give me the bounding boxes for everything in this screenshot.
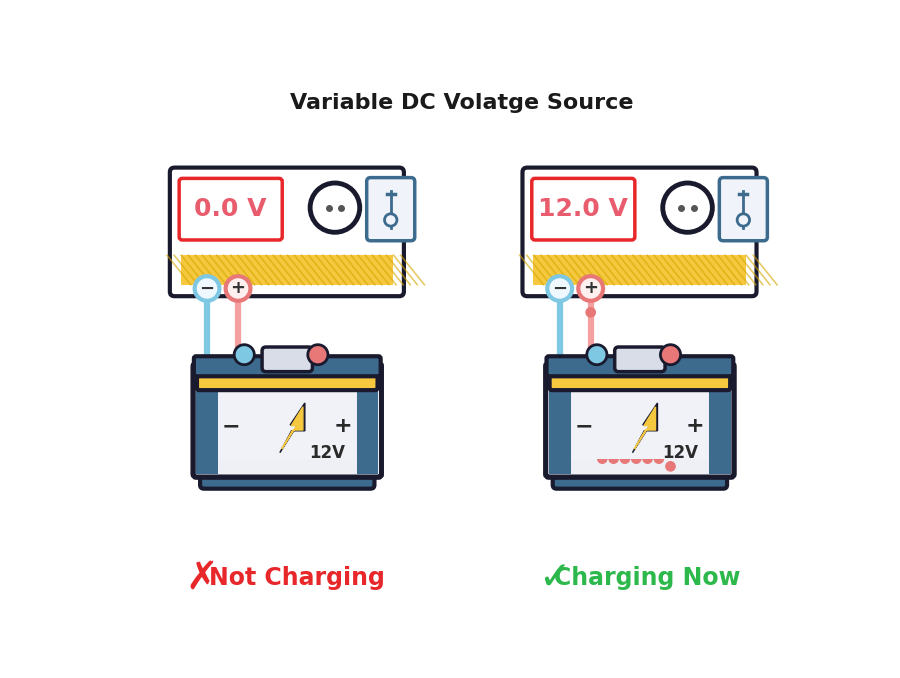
Text: 12V: 12V bbox=[662, 443, 698, 462]
Circle shape bbox=[194, 276, 220, 301]
Text: +: + bbox=[583, 279, 599, 298]
FancyBboxPatch shape bbox=[546, 356, 733, 376]
Circle shape bbox=[579, 276, 603, 301]
Text: −: − bbox=[200, 279, 214, 298]
FancyBboxPatch shape bbox=[262, 347, 312, 372]
Bar bbox=[534, 255, 746, 285]
FancyBboxPatch shape bbox=[179, 178, 283, 240]
FancyBboxPatch shape bbox=[719, 178, 768, 241]
FancyBboxPatch shape bbox=[366, 178, 415, 241]
Circle shape bbox=[234, 344, 255, 365]
Text: ✗: ✗ bbox=[185, 559, 218, 597]
Circle shape bbox=[661, 344, 680, 365]
Text: Not Charging: Not Charging bbox=[209, 566, 385, 590]
Text: −: − bbox=[221, 416, 240, 437]
Text: 0.0 V: 0.0 V bbox=[194, 197, 267, 221]
Bar bbox=[709, 366, 731, 474]
FancyBboxPatch shape bbox=[170, 167, 404, 296]
Circle shape bbox=[662, 183, 713, 233]
Polygon shape bbox=[633, 403, 658, 453]
Text: Charging Now: Charging Now bbox=[554, 566, 741, 590]
Circle shape bbox=[632, 454, 641, 463]
Text: 12.0 V: 12.0 V bbox=[538, 197, 628, 221]
Bar bbox=[181, 255, 393, 285]
FancyBboxPatch shape bbox=[200, 464, 374, 489]
Circle shape bbox=[643, 454, 652, 463]
FancyBboxPatch shape bbox=[553, 464, 727, 489]
FancyBboxPatch shape bbox=[615, 347, 665, 372]
Polygon shape bbox=[280, 403, 305, 453]
Text: +: + bbox=[333, 416, 352, 437]
FancyBboxPatch shape bbox=[550, 364, 730, 390]
Polygon shape bbox=[282, 407, 303, 449]
Circle shape bbox=[598, 454, 607, 463]
Text: +: + bbox=[230, 279, 246, 298]
Circle shape bbox=[609, 454, 618, 463]
Circle shape bbox=[384, 214, 397, 226]
Circle shape bbox=[620, 454, 630, 463]
Circle shape bbox=[310, 183, 360, 233]
FancyBboxPatch shape bbox=[523, 167, 757, 296]
Circle shape bbox=[587, 344, 607, 365]
FancyBboxPatch shape bbox=[194, 363, 382, 477]
Circle shape bbox=[226, 276, 250, 301]
FancyBboxPatch shape bbox=[197, 364, 378, 390]
Text: −: − bbox=[574, 416, 593, 437]
Circle shape bbox=[666, 462, 675, 471]
Text: Variable DC Volatge Source: Variable DC Volatge Source bbox=[290, 93, 633, 113]
FancyBboxPatch shape bbox=[532, 178, 634, 240]
Circle shape bbox=[586, 446, 595, 456]
Circle shape bbox=[666, 407, 675, 416]
Circle shape bbox=[308, 344, 328, 365]
FancyBboxPatch shape bbox=[545, 363, 734, 477]
Polygon shape bbox=[634, 407, 655, 449]
Bar bbox=[534, 255, 746, 285]
Circle shape bbox=[586, 377, 595, 386]
Bar bbox=[196, 366, 218, 474]
Bar bbox=[181, 255, 393, 285]
Text: +: + bbox=[686, 416, 705, 437]
FancyBboxPatch shape bbox=[194, 356, 381, 376]
Text: 12V: 12V bbox=[310, 443, 346, 462]
Bar bbox=[572, 391, 707, 458]
Circle shape bbox=[586, 308, 595, 317]
Circle shape bbox=[666, 353, 675, 361]
Text: −: − bbox=[552, 279, 567, 298]
Bar bbox=[356, 366, 378, 474]
Circle shape bbox=[654, 454, 663, 463]
Text: ✓: ✓ bbox=[538, 559, 571, 597]
Bar bbox=[220, 391, 356, 458]
Circle shape bbox=[737, 214, 750, 226]
Bar bbox=[549, 366, 571, 474]
Circle shape bbox=[547, 276, 572, 301]
